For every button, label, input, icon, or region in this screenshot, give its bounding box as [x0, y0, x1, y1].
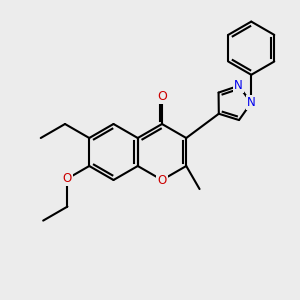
Text: O: O [158, 173, 166, 187]
Text: O: O [157, 89, 167, 103]
Text: O: O [63, 172, 72, 185]
Text: N: N [234, 79, 243, 92]
Text: N: N [247, 96, 256, 109]
